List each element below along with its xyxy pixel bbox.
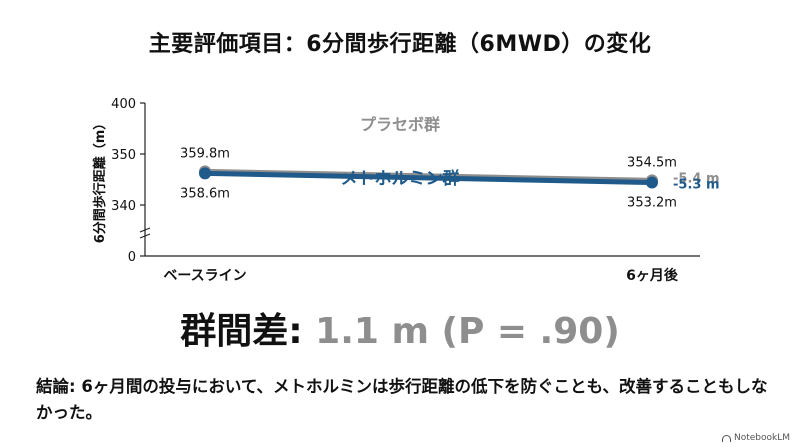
chart-title: 主要評価項目：6分間歩行距離（6MWD）の変化 (148, 32, 652, 57)
change-label: -5.3 m (673, 178, 720, 193)
y-tick-label: 0 (128, 250, 136, 265)
y-tick-label: 350 (111, 148, 136, 163)
group-difference-value: 1.1 m (P = .90) (315, 311, 620, 352)
y-tick-label: 400 (111, 97, 136, 112)
series-name-label: メトホルミン群 (341, 168, 460, 189)
data-point (199, 167, 211, 180)
y-axis-label: 6分間歩行距離（m） (92, 117, 108, 244)
data-point (646, 176, 658, 189)
conclusion-text: 結論: 6ヶ月間の投与において、メトホルミンは歩行距離の低下を防ぐことも、改善す… (36, 377, 768, 422)
series-name-label: プラセボ群 (360, 115, 440, 134)
axis-break-mark (139, 233, 151, 239)
series-line (202, 170, 655, 186)
axis-break-mark (139, 227, 151, 233)
y-tick-label: 340 (111, 199, 136, 214)
x-tick-label: ベースライン (163, 268, 246, 284)
change-label: -5.4 m (673, 171, 720, 186)
data-label: 359.8m (180, 146, 230, 161)
notebooklm-logo-icon (721, 434, 731, 442)
brand-watermark: NotebookLM (721, 433, 790, 443)
chart-area: 0 340 350 400 6分間歩行距離（m） ベースライン 6ヶ月後 359.8m 358.… (92, 97, 720, 284)
group-difference: 群間差: 1.1 m (P = .90) (0, 310, 800, 354)
x-tick-label: 6ヶ月後 (626, 267, 679, 284)
brand-name: NotebookLM (733, 433, 790, 443)
data-label: 354.5m (627, 155, 677, 170)
group-difference-label: 群間差: (180, 311, 303, 352)
data-label: 358.6m (180, 186, 230, 201)
data-label: 353.2m (627, 196, 677, 211)
